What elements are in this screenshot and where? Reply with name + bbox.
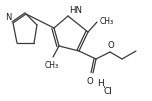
Text: HN: HN — [69, 6, 82, 15]
Text: Cl: Cl — [104, 86, 112, 96]
Text: N: N — [6, 13, 12, 22]
Text: O: O — [108, 41, 114, 50]
Text: H: H — [98, 78, 104, 87]
Text: CH₃: CH₃ — [100, 16, 114, 25]
Text: CH₃: CH₃ — [45, 61, 59, 70]
Text: O: O — [87, 77, 93, 86]
